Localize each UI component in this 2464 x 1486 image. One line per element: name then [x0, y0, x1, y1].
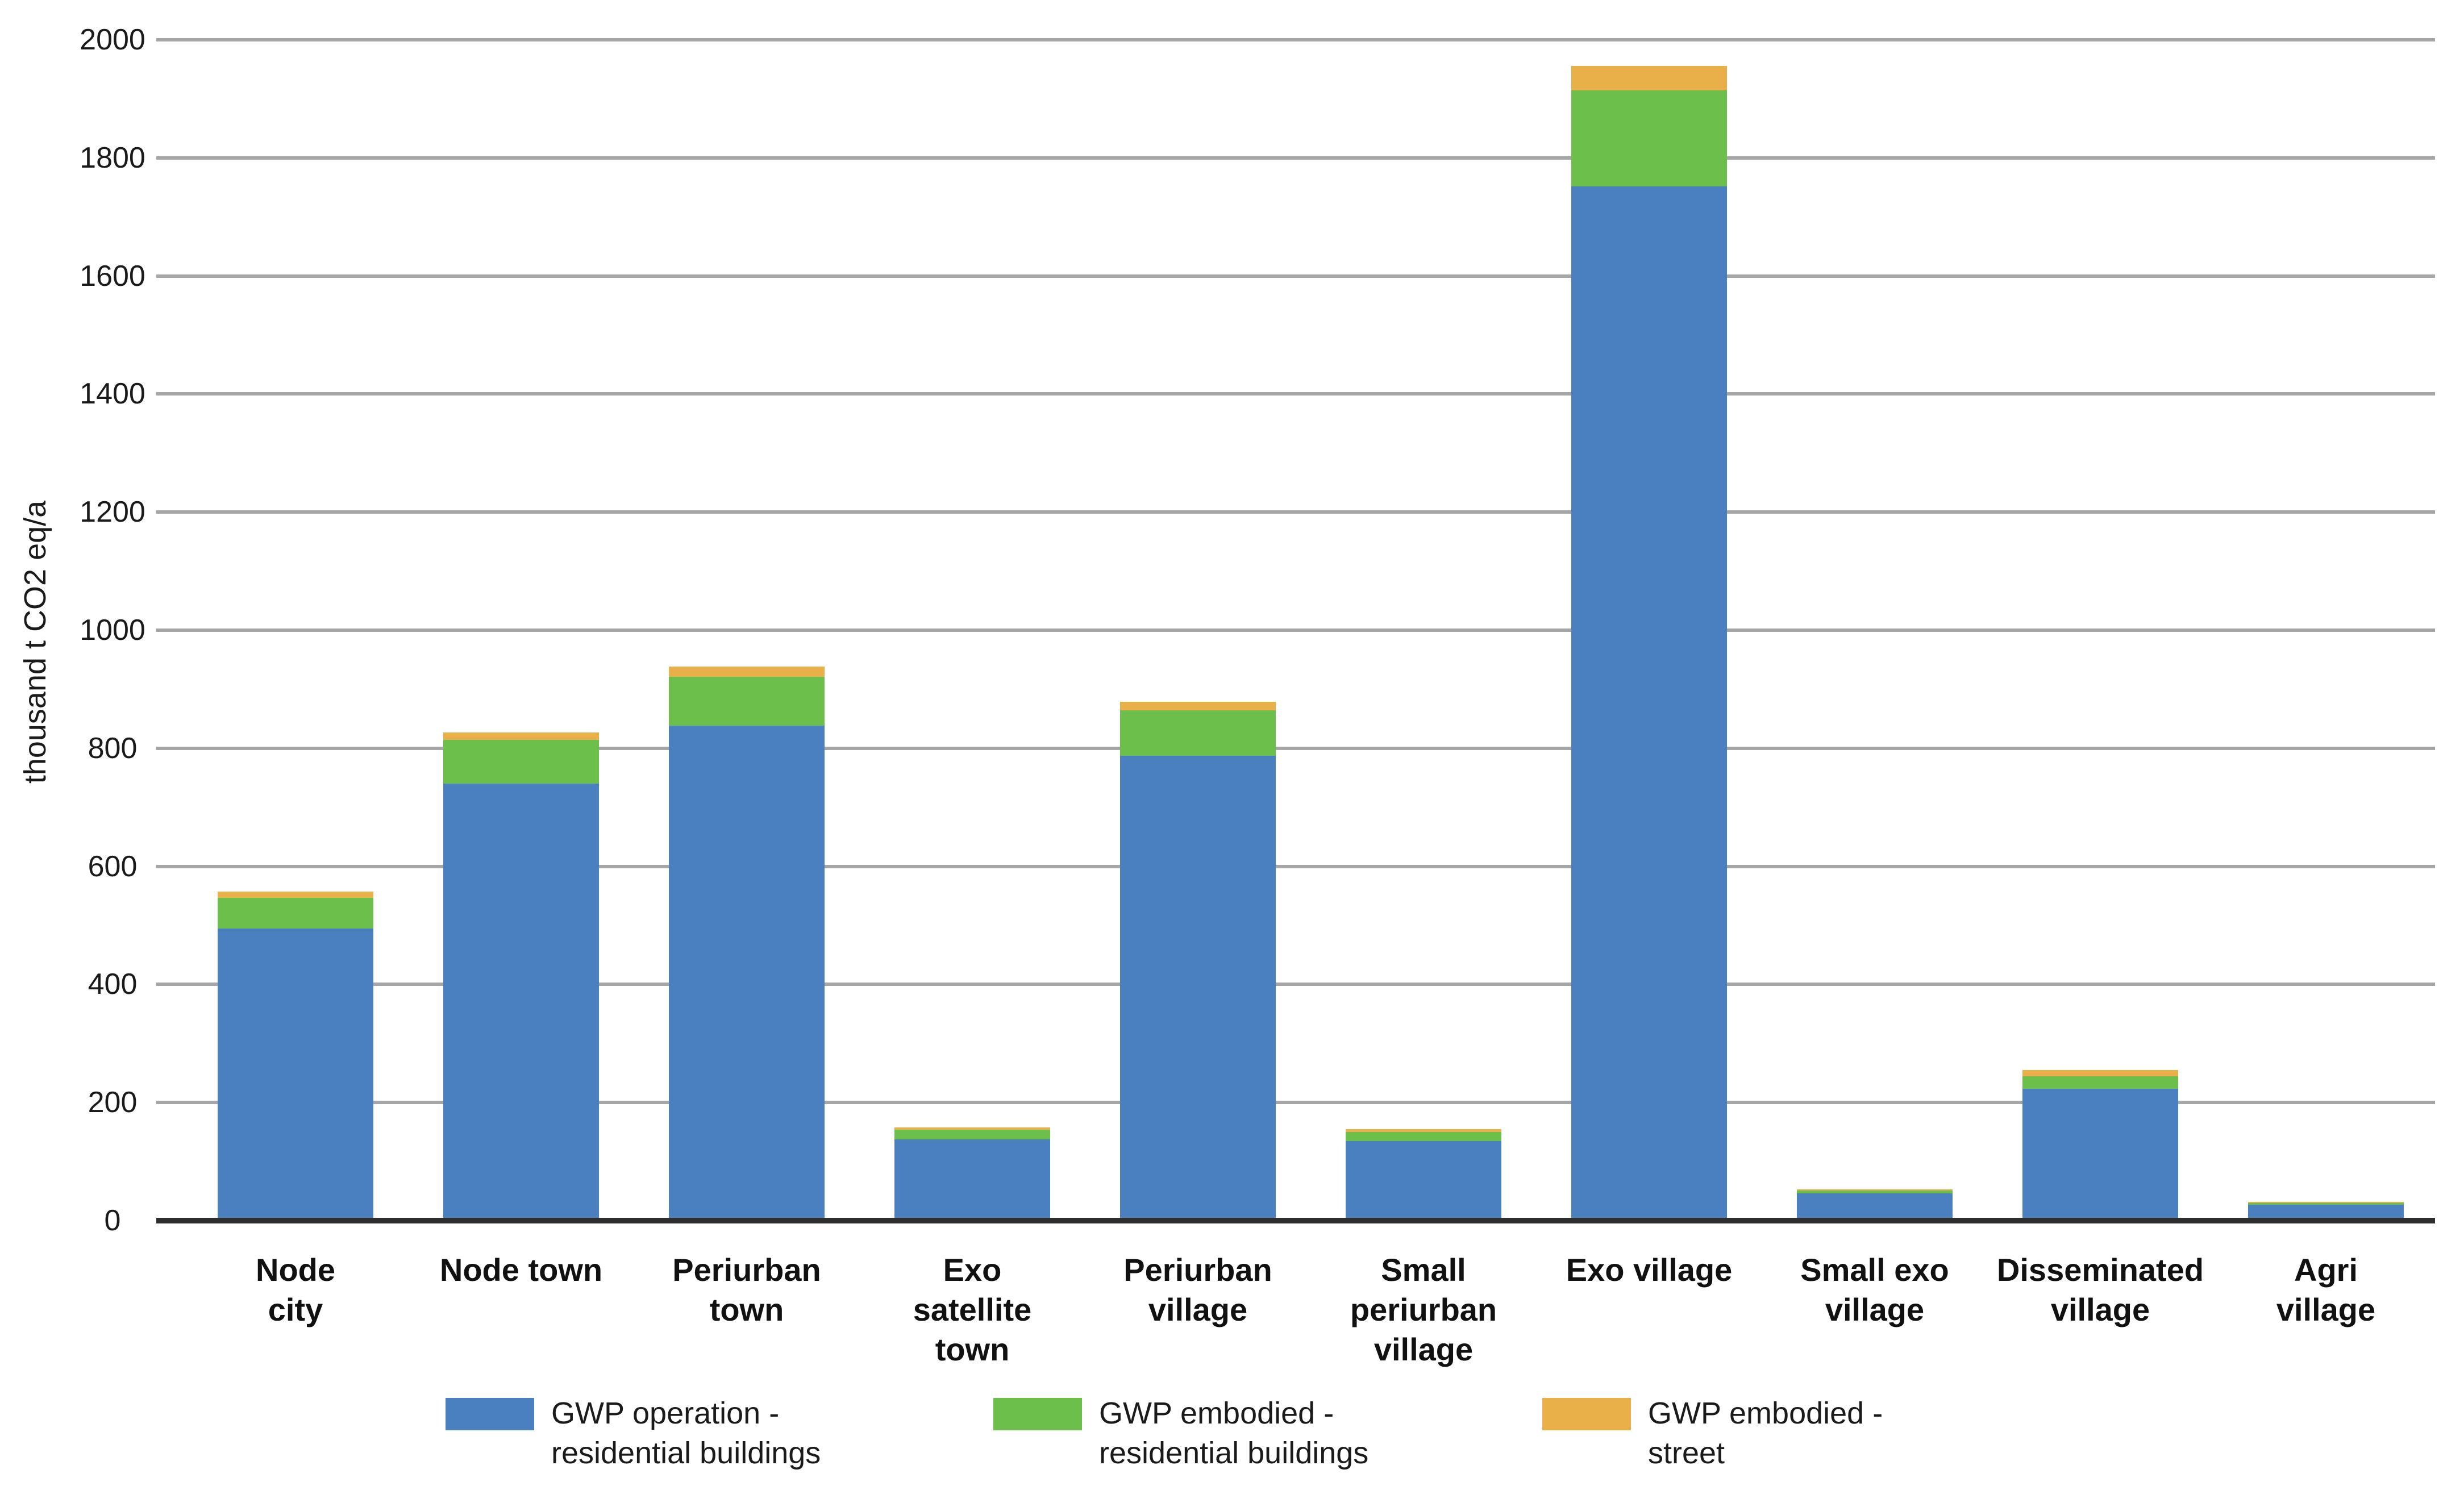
x-category-label: Node town — [439, 1252, 603, 1288]
y-tick-label: 1400 — [80, 377, 145, 411]
gridline — [156, 1101, 2435, 1105]
y-tick-label: 400 — [88, 968, 138, 1001]
bar-segment — [1120, 701, 1276, 711]
y-tick-label: 1000 — [80, 614, 145, 647]
bar-segment — [669, 677, 825, 726]
x-category-label: Agri village — [2276, 1252, 2376, 1327]
bar-segment — [2022, 1076, 2178, 1089]
bar-segment — [1797, 1191, 1953, 1194]
bar-segment — [669, 726, 825, 1221]
x-category-label: Exo village — [1566, 1252, 1733, 1288]
y-tick-label: 600 — [88, 850, 138, 883]
gridline — [156, 628, 2435, 632]
y-tick-label: 200 — [88, 1086, 138, 1119]
bar-segment — [443, 732, 599, 740]
x-category-label: Periurban village — [1123, 1252, 1272, 1327]
legend-swatch — [446, 1398, 534, 1430]
gridline — [156, 510, 2435, 514]
x-category-label: Node city — [256, 1252, 335, 1327]
x-category-label: Small exo village — [1800, 1252, 1949, 1327]
x-category-label: Disseminated village — [1996, 1252, 2204, 1327]
bar-segment — [2248, 1202, 2404, 1205]
legend-swatch — [993, 1398, 1082, 1430]
legend-swatch — [1542, 1398, 1631, 1430]
bar-segment — [443, 784, 599, 1221]
legend-label: GWP embodied - residential buildings — [1099, 1396, 1369, 1471]
y-tick-label: 1800 — [80, 141, 145, 174]
y-tick-label: 0 — [104, 1204, 121, 1237]
bar-segment — [1346, 1132, 1501, 1141]
bar-segment — [1120, 756, 1276, 1221]
gridline — [156, 746, 2435, 750]
y-tick-label: 2000 — [80, 23, 145, 56]
bar-segment — [894, 1127, 1050, 1130]
gridline — [156, 274, 2435, 278]
bar-segment — [1797, 1193, 1953, 1221]
bar-segment — [218, 928, 373, 1221]
gridline — [156, 983, 2435, 986]
legend-label: GWP operation - residential buildings — [551, 1396, 821, 1471]
y-tick-label: 800 — [88, 731, 138, 765]
gridline — [156, 156, 2435, 160]
bar-segment — [443, 740, 599, 784]
bar-segment — [1571, 186, 1727, 1221]
y-tick-label: 1600 — [80, 259, 145, 293]
bar-segment — [2248, 1201, 2404, 1203]
bar-segment — [1571, 65, 1727, 91]
bar-segment — [2022, 1089, 2178, 1221]
bar-segment — [1797, 1189, 1953, 1191]
bar-segment — [1571, 90, 1727, 186]
x-axis-line — [156, 1218, 2435, 1223]
bar-segment — [218, 897, 373, 929]
bar-segment — [1346, 1140, 1501, 1221]
legend-item: GWP embodied - residential buildings — [993, 1393, 1368, 1473]
bar-segment — [218, 892, 373, 898]
gridline — [156, 392, 2435, 396]
bar-segment — [1346, 1129, 1501, 1133]
x-category-label: Periurban town — [672, 1252, 821, 1327]
y-tick-label: 1200 — [80, 496, 145, 529]
legend-item: GWP operation - residential buildings — [446, 1393, 821, 1473]
x-category-label: Small periurban village — [1350, 1252, 1497, 1367]
bar-segment — [894, 1139, 1050, 1221]
legend-label: GWP embodied - street — [1648, 1396, 1883, 1471]
bar-segment — [894, 1129, 1050, 1139]
bar-segment — [2022, 1070, 2178, 1077]
gridline — [156, 38, 2435, 41]
bar-segment — [669, 667, 825, 677]
legend-item: GWP embodied - street — [1542, 1393, 1883, 1473]
gridline — [156, 864, 2435, 868]
x-category-label: Exo satellite town — [913, 1252, 1032, 1367]
bar-segment — [1120, 710, 1276, 756]
